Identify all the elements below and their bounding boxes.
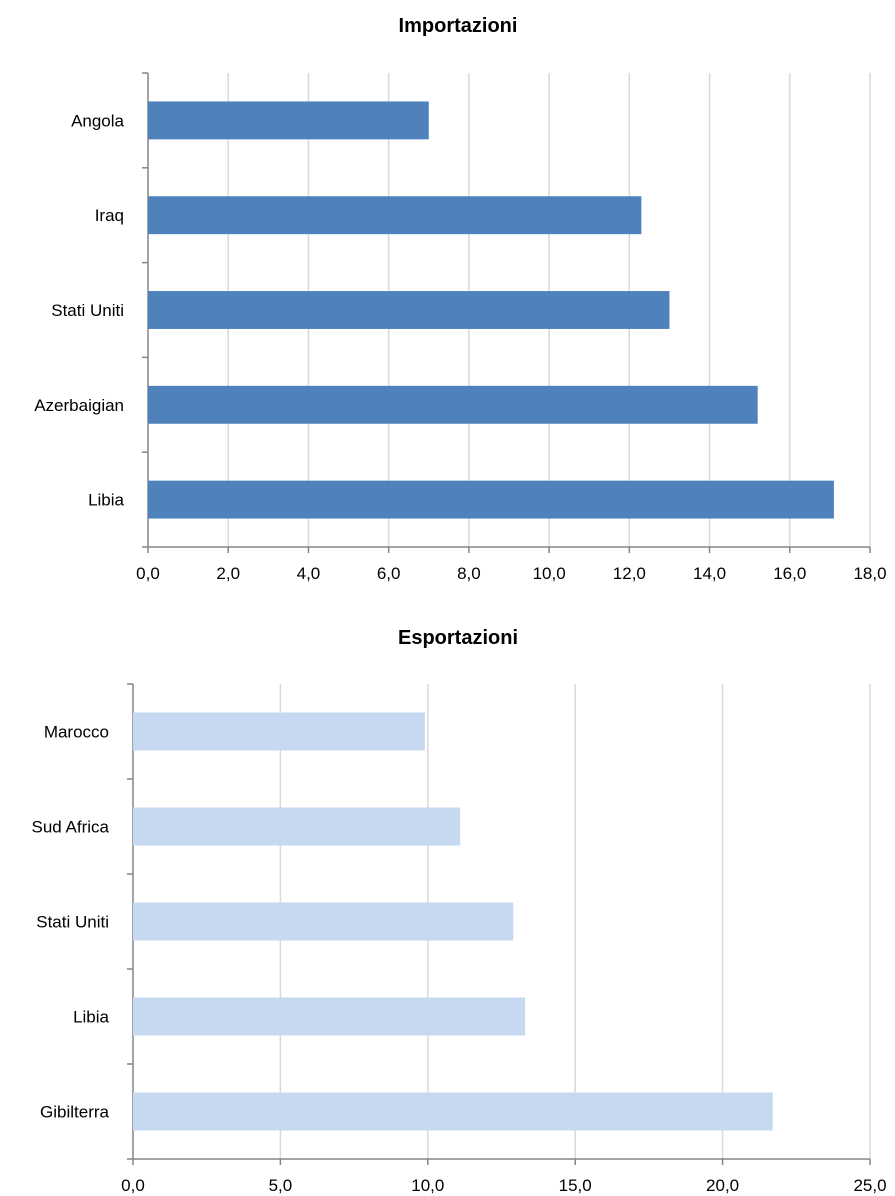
x-tick-label: 18,0: [853, 564, 886, 583]
category-label: Stati Uniti: [36, 913, 109, 932]
category-label: Marocco: [44, 723, 109, 742]
bar-libia: [133, 997, 526, 1036]
category-label: Stati Uniti: [51, 301, 124, 320]
x-tick-label: 10,0: [411, 1176, 444, 1195]
x-tick-label: 0,0: [121, 1176, 145, 1195]
bar-iraq: [148, 196, 642, 235]
chart-title: Importazioni: [399, 15, 518, 37]
x-tick-label: 5,0: [269, 1176, 293, 1195]
x-tick-label: 25,0: [853, 1176, 886, 1195]
bar-angola: [148, 101, 429, 140]
bar-marocco: [133, 712, 425, 751]
x-tick-label: 0,0: [136, 564, 160, 583]
bar-sud-africa: [133, 807, 461, 846]
bar-libia: [148, 480, 834, 519]
x-tick-label: 16,0: [773, 564, 806, 583]
x-tick-label: 20,0: [706, 1176, 739, 1195]
x-tick-label: 8,0: [457, 564, 481, 583]
bar-gibilterra: [133, 1092, 773, 1131]
bar-stati-uniti: [148, 291, 670, 329]
x-tick-label: 6,0: [377, 564, 401, 583]
x-tick-label: 12,0: [613, 564, 646, 583]
exports-chart: Esportazioni Marocco Sud Africa Stati Uniti…: [0, 600, 895, 1196]
category-label: Iraq: [95, 206, 124, 225]
x-tick-label: 4,0: [297, 564, 321, 583]
bar-stati-uniti: [133, 902, 514, 941]
exports-chart-svg: Esportazioni Marocco Sud Africa Stati Uniti…: [32, 627, 887, 1195]
category-label: Azerbaigian: [34, 396, 124, 415]
x-tick-label: 10,0: [533, 564, 566, 583]
x-tick-label: 15,0: [559, 1176, 592, 1195]
imports-chart-svg: Importazioni Angola Iraq Stati Uniti Azerbai…: [34, 15, 886, 583]
category-label: Gibilterra: [40, 1103, 110, 1122]
bar-azerbaigian: [148, 385, 758, 424]
x-tick-label: 2,0: [216, 564, 240, 583]
chart-title: Esportazioni: [398, 627, 518, 649]
category-label: Angola: [71, 111, 124, 130]
imports-chart: Importazioni Angola Iraq Stati Uniti Azerbai…: [34, 15, 886, 583]
category-label: Libia: [88, 491, 124, 510]
category-label: Libia: [73, 1008, 109, 1027]
category-label: Sud Africa: [32, 818, 110, 837]
x-tick-label: 14,0: [693, 564, 726, 583]
